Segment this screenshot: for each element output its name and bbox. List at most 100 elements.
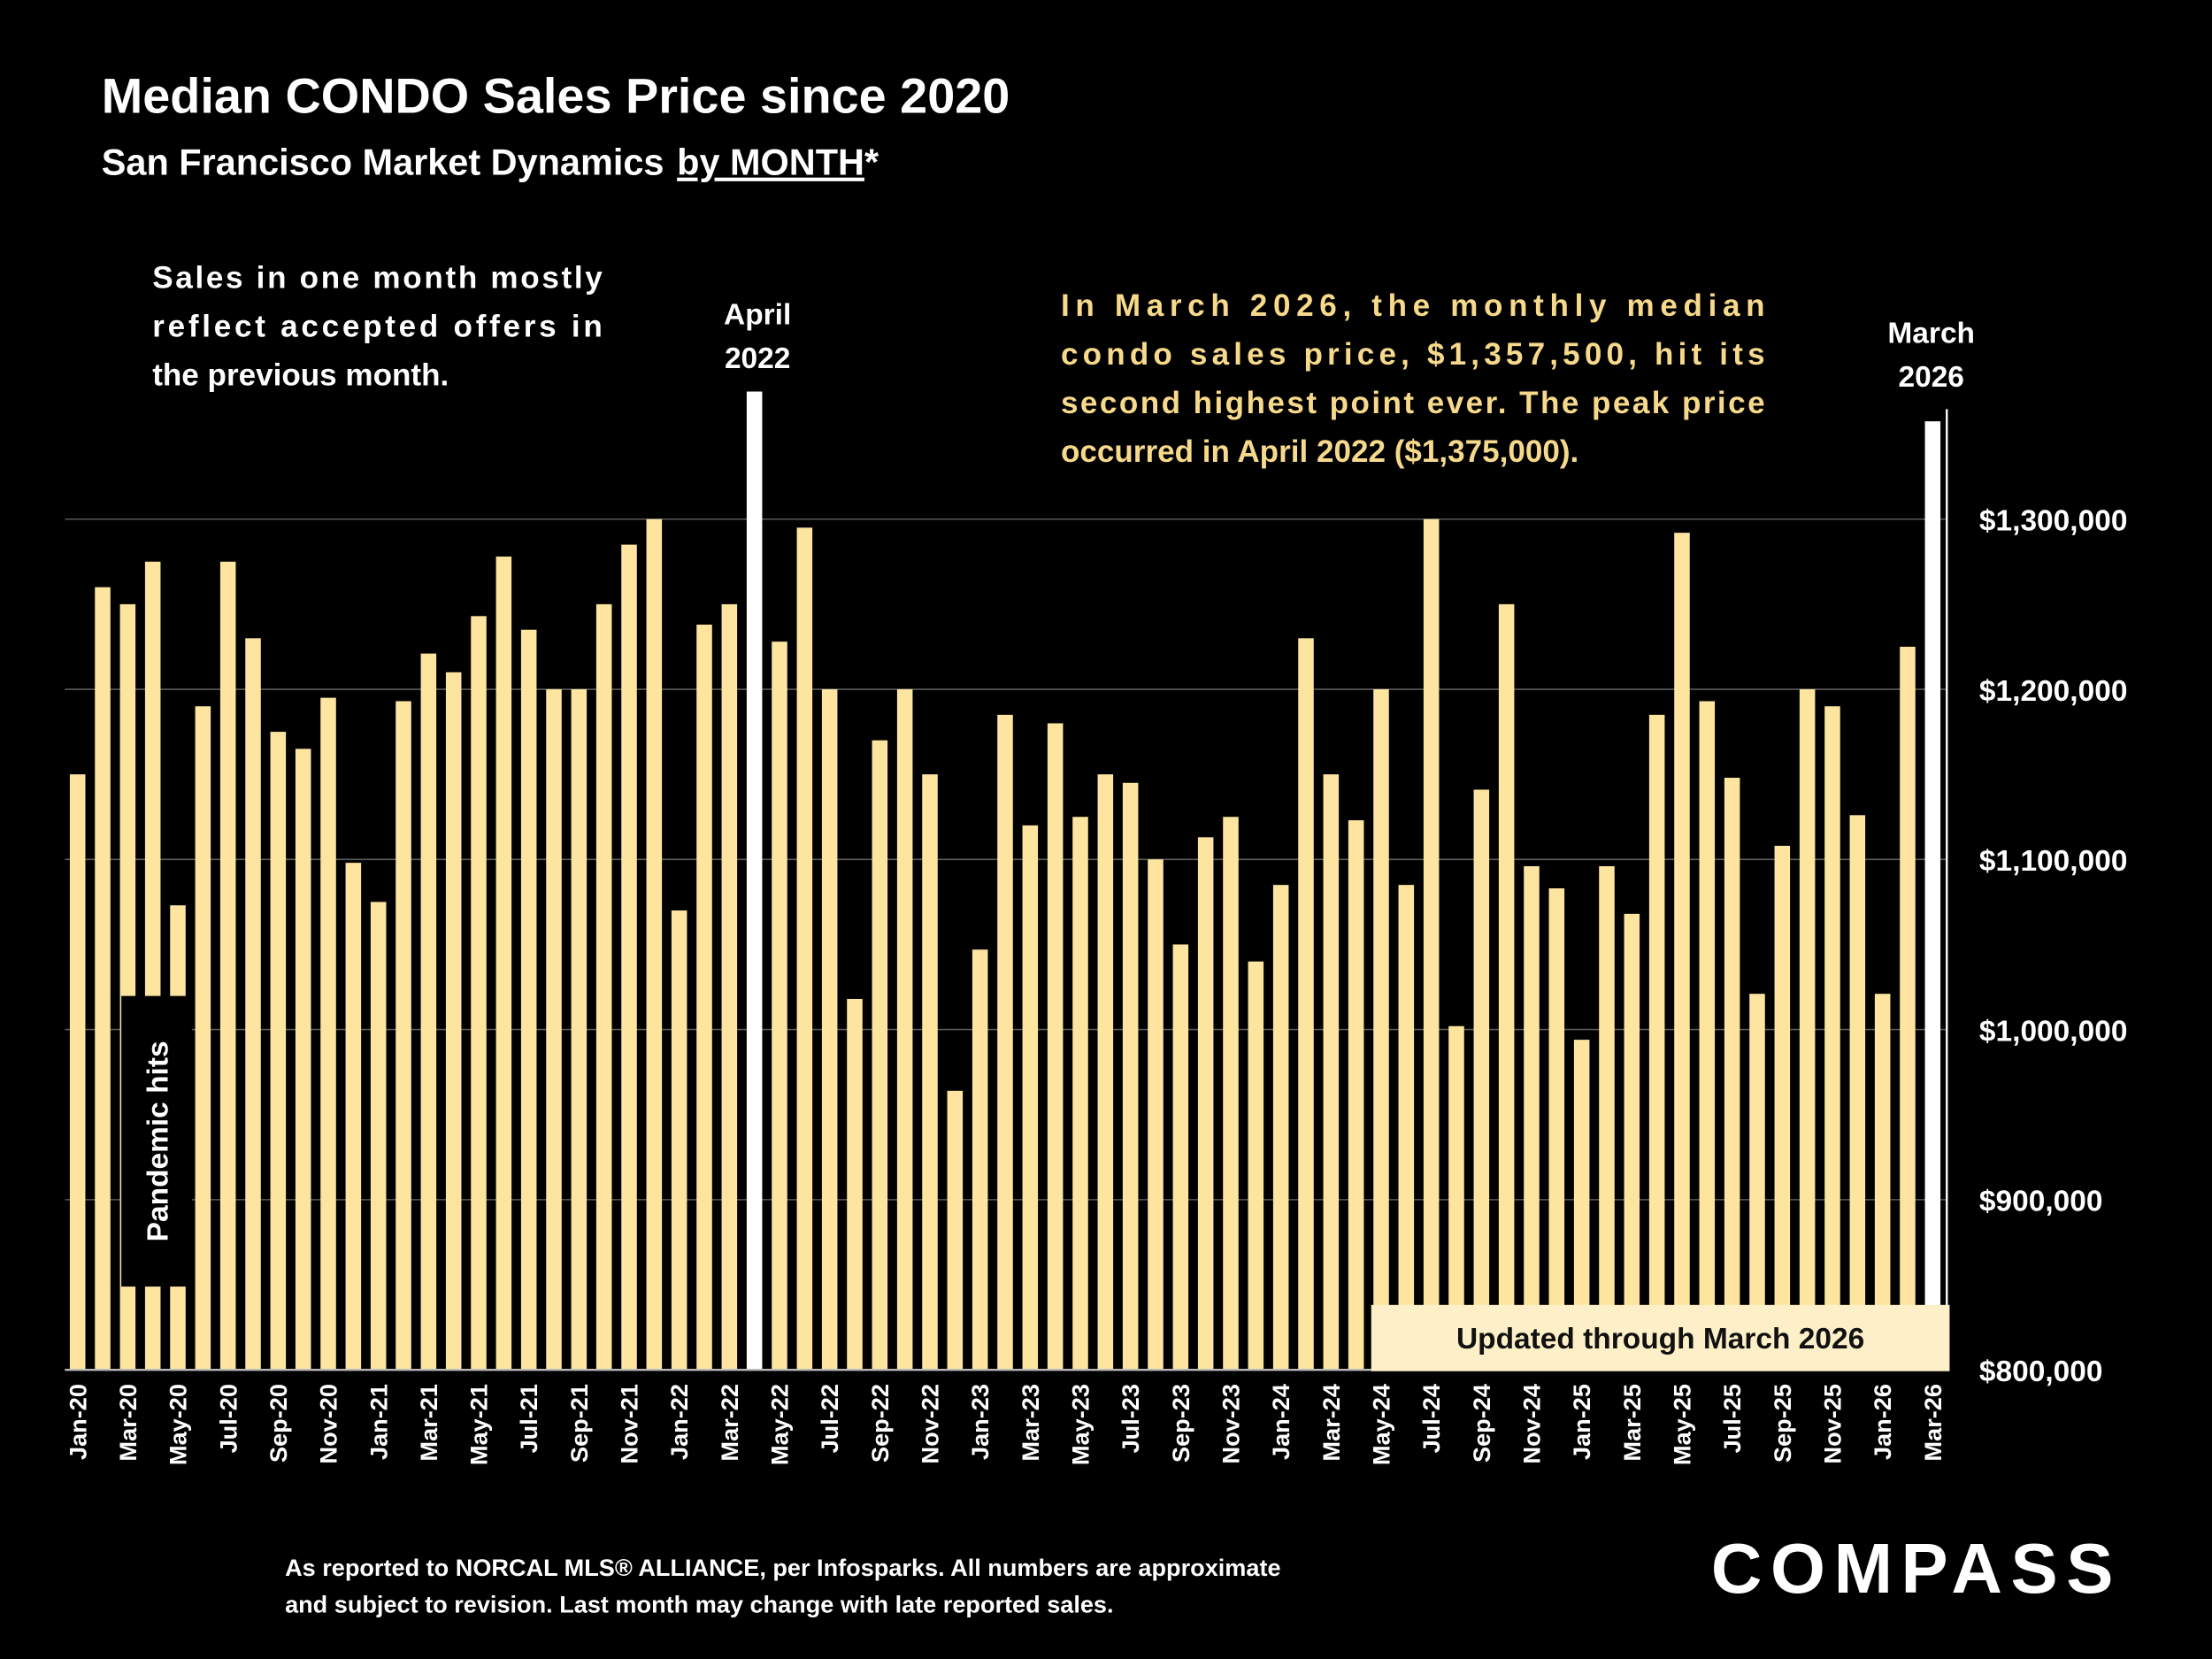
x-tick-label: Jan-22 [665, 1384, 693, 1460]
highlight-text: second highest point ever. The peak pric… [1061, 386, 1765, 420]
bar [1022, 825, 1039, 1371]
annotation-box [1371, 1304, 1950, 1371]
x-tick-label: Jul-24 [1417, 1384, 1445, 1453]
x-tick-label: Mar-22 [716, 1384, 743, 1461]
bar [1097, 774, 1114, 1371]
bar [370, 902, 387, 1371]
bar [621, 544, 637, 1371]
annotation-box [121, 995, 192, 1287]
bar [1699, 701, 1716, 1371]
x-tick-label: Jul-20 [214, 1384, 242, 1453]
bar-annotation: 2022 [725, 342, 790, 375]
x-tick-label: Mar-21 [415, 1384, 442, 1461]
bar [721, 603, 738, 1371]
bar [1824, 706, 1840, 1371]
bar [1749, 994, 1765, 1371]
x-tick-label: Mar-20 [114, 1384, 142, 1461]
bar [1423, 518, 1440, 1371]
bar [1148, 859, 1164, 1371]
bar [1524, 865, 1540, 1371]
y-tick-label: $1,200,000 [1979, 675, 2128, 708]
bar-annotation: 2026 [1898, 361, 1963, 394]
x-tick-label: Jan-20 [64, 1384, 91, 1460]
x-tick-label: Jul-25 [1718, 1384, 1746, 1453]
bar [746, 391, 763, 1371]
bar [195, 706, 211, 1371]
bar [896, 689, 913, 1371]
bar [646, 518, 663, 1371]
bar [546, 689, 562, 1371]
x-tick-label: Jan-23 [966, 1384, 994, 1460]
chart-subtitle: San Francisco Market Dynamics by MONTH* [102, 142, 879, 183]
bar [270, 732, 287, 1371]
x-tick-label: Sep-21 [565, 1384, 593, 1463]
bar [1849, 815, 1866, 1371]
logo: COMPASS [1711, 1529, 2122, 1608]
x-tick-label: Nov-20 [315, 1384, 342, 1463]
bar [1248, 961, 1264, 1371]
x-tick-label: Nov-25 [1819, 1384, 1847, 1463]
subtitle-part: by MONTH [677, 142, 864, 183]
x-tick-label: Jan-25 [1568, 1384, 1595, 1460]
x-tick-label: Jul-23 [1117, 1384, 1144, 1453]
x-tick-label: May-21 [465, 1384, 493, 1465]
x-tick-label: Sep-24 [1468, 1384, 1495, 1463]
bar [1448, 1025, 1464, 1371]
x-tick-label: Nov-24 [1518, 1384, 1546, 1463]
x-tick-label: Jan-21 [365, 1384, 392, 1460]
x-tick-label: Jul-21 [515, 1384, 542, 1453]
bar [320, 697, 336, 1371]
x-tick-label: Jan-26 [1869, 1384, 1896, 1460]
bar [1874, 994, 1891, 1371]
x-tick-label: Jan-24 [1267, 1384, 1294, 1460]
bar [772, 641, 787, 1371]
bar [1323, 774, 1340, 1371]
annotation-text: Updated through March 2026 [1456, 1323, 1864, 1356]
x-tick-label: Mar-23 [1017, 1384, 1044, 1461]
x-tick-label: Sep-20 [265, 1384, 292, 1463]
annotation-text: Pandemic hits [142, 1041, 175, 1241]
bar-annotation: March [1887, 317, 1975, 349]
bar [1924, 421, 1941, 1371]
bar [947, 1090, 964, 1371]
bar [1498, 603, 1515, 1371]
x-tick-label: Nov-22 [917, 1384, 944, 1463]
bar [1648, 714, 1665, 1371]
bar [796, 527, 813, 1371]
bar [1674, 533, 1690, 1371]
x-tick-label: Jul-22 [816, 1384, 843, 1453]
bar [1373, 689, 1389, 1371]
x-tick-label: May-22 [766, 1384, 794, 1465]
bar [595, 603, 612, 1371]
bar [1774, 845, 1791, 1371]
bar [420, 653, 437, 1371]
bar [571, 689, 588, 1371]
y-tick-label: $1,100,000 [1979, 845, 2128, 878]
y-tick-label: $900,000 [1979, 1186, 2103, 1218]
bar [1799, 689, 1816, 1371]
x-tick-label: Sep-22 [866, 1384, 894, 1463]
x-tick-label: Sep-25 [1769, 1384, 1796, 1463]
bar [1573, 1040, 1590, 1371]
subtitle-part: * [864, 142, 879, 183]
subtitle-part: San Francisco Market Dynamics [102, 142, 664, 183]
y-tick-label: $1,000,000 [1979, 1015, 2128, 1048]
bar-annotation: April [724, 299, 791, 332]
footnote: and subject to revision. Last month may … [285, 1590, 1113, 1617]
bar [1624, 913, 1640, 1371]
x-tick-label: Sep-23 [1167, 1384, 1194, 1463]
bar [396, 701, 411, 1371]
bar [1197, 837, 1214, 1371]
bar [821, 689, 838, 1371]
x-tick-label: Mar-26 [1919, 1384, 1947, 1461]
bar [671, 910, 687, 1371]
bar [696, 624, 712, 1371]
bar [972, 949, 988, 1371]
footnote: As reported to NORCAL MLS® ALLIANCE, per… [285, 1554, 1280, 1581]
note-text: the previous month. [152, 357, 449, 392]
x-tick-label: Nov-21 [616, 1384, 643, 1463]
bar [219, 561, 236, 1371]
x-tick-label: Nov-23 [1217, 1384, 1245, 1463]
y-tick-label: $800,000 [1979, 1356, 2103, 1388]
bar [445, 672, 462, 1371]
